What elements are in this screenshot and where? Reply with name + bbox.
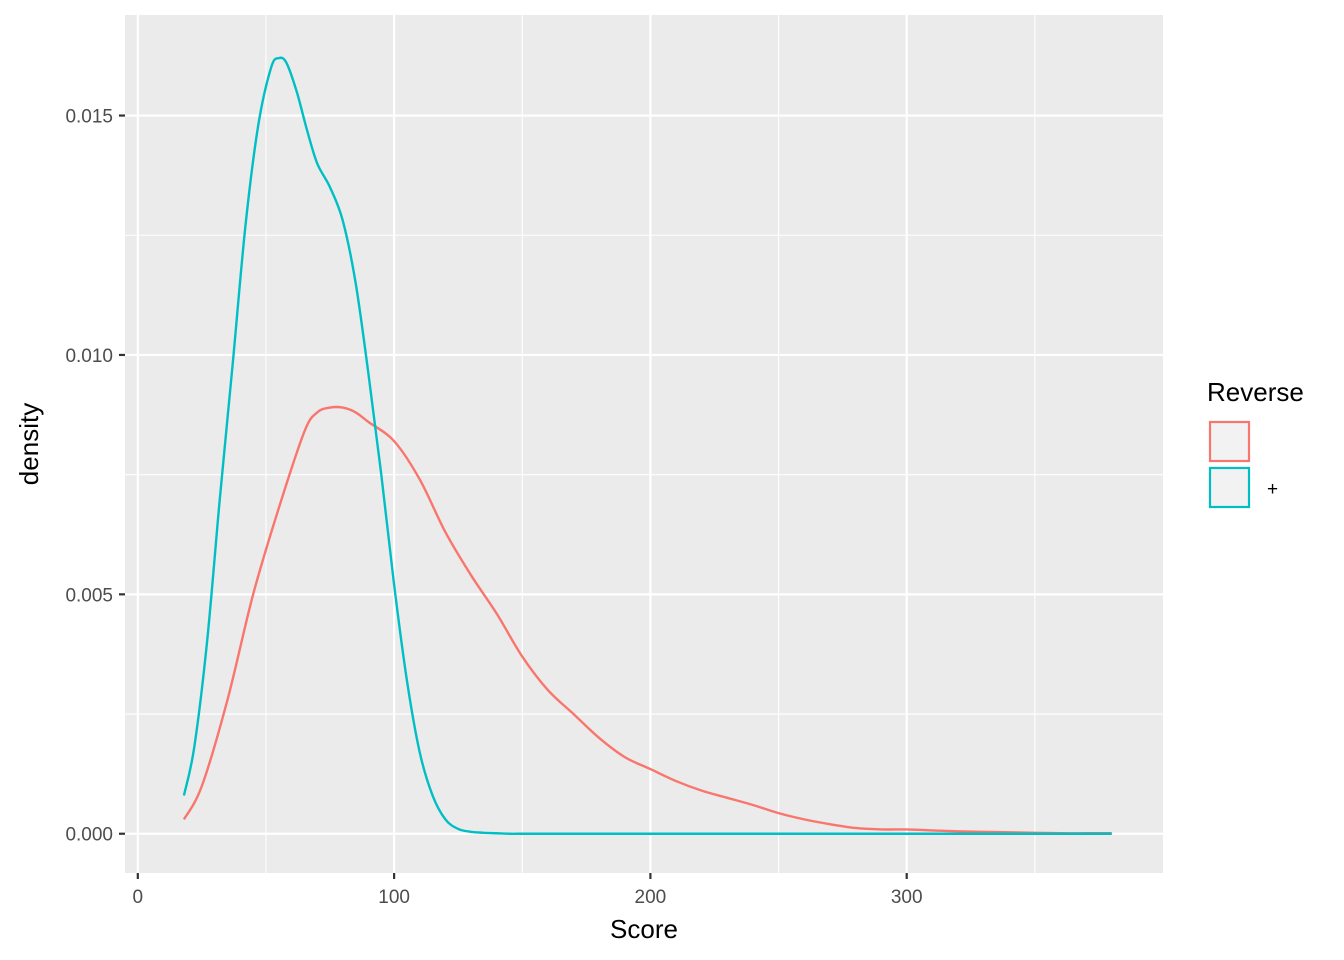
x-axis: 0 100 200 300 <box>133 873 923 908</box>
series-layer <box>182 56 1112 835</box>
major-gridlines <box>125 15 1163 873</box>
x-tick-label: 0 <box>133 887 144 908</box>
legend: Reverse + <box>1207 377 1304 509</box>
x-tick-label: 100 <box>378 887 410 908</box>
y-axis-title: density <box>14 403 44 485</box>
y-tick-label: 0.010 <box>65 346 113 367</box>
x-tick-label: 200 <box>635 887 667 908</box>
legend-key-swatch <box>1208 466 1251 509</box>
y-tick-label: 0.000 <box>65 825 113 846</box>
plot-panel <box>125 15 1163 873</box>
x-axis-title: Score <box>610 914 678 944</box>
x-tick-label: 300 <box>891 887 923 908</box>
minor-gridlines <box>125 15 1163 873</box>
legend-label: + <box>1267 479 1278 500</box>
y-tick-label: 0.005 <box>65 585 113 606</box>
density-line-1 <box>182 405 1112 835</box>
density-line-2 <box>182 56 1112 835</box>
legend-key-swatch <box>1208 420 1251 463</box>
y-axis: 0.000 0.005 0.010 0.015 <box>65 107 125 846</box>
legend-title: Reverse <box>1207 377 1304 407</box>
y-tick-label: 0.015 <box>65 107 113 128</box>
